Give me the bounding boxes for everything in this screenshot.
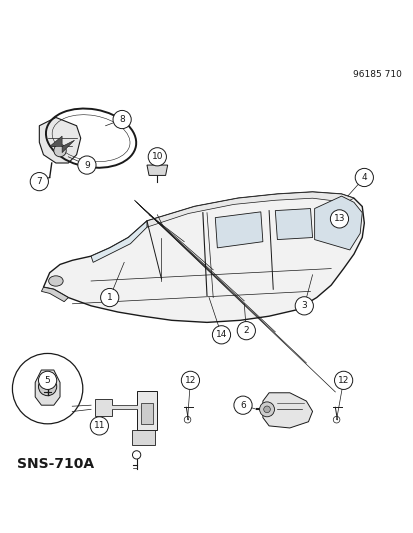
Circle shape [233, 396, 252, 414]
Polygon shape [50, 136, 74, 152]
Polygon shape [147, 165, 167, 175]
Text: 10: 10 [151, 152, 163, 161]
Text: 4: 4 [361, 173, 366, 182]
Polygon shape [136, 391, 157, 430]
Text: 1: 1 [107, 293, 112, 302]
Text: 14: 14 [215, 330, 227, 340]
Circle shape [90, 417, 108, 435]
Circle shape [38, 372, 57, 390]
Circle shape [78, 156, 96, 174]
Circle shape [334, 372, 352, 390]
Text: 7: 7 [36, 177, 42, 186]
Text: SNS-710A: SNS-710A [17, 457, 93, 471]
Polygon shape [39, 117, 81, 163]
Polygon shape [91, 221, 147, 262]
Circle shape [259, 402, 274, 417]
Circle shape [354, 168, 373, 187]
Circle shape [263, 406, 270, 413]
Polygon shape [95, 399, 112, 416]
Polygon shape [41, 287, 68, 302]
Polygon shape [147, 192, 353, 227]
Text: 9: 9 [84, 160, 90, 169]
Circle shape [100, 288, 119, 306]
Text: 12: 12 [184, 376, 196, 385]
Circle shape [148, 148, 166, 166]
Polygon shape [275, 208, 312, 240]
Text: 2: 2 [243, 326, 249, 335]
Circle shape [113, 110, 131, 128]
Polygon shape [215, 212, 262, 248]
Polygon shape [35, 370, 60, 405]
Circle shape [330, 210, 348, 228]
Polygon shape [140, 403, 153, 424]
Text: 13: 13 [333, 214, 344, 223]
Text: 3: 3 [301, 301, 306, 310]
Text: 12: 12 [337, 376, 349, 385]
Circle shape [12, 353, 83, 424]
Circle shape [38, 377, 57, 395]
Polygon shape [262, 393, 312, 428]
Circle shape [181, 372, 199, 390]
Circle shape [30, 173, 48, 191]
Circle shape [54, 144, 66, 157]
Polygon shape [314, 196, 361, 250]
Polygon shape [43, 192, 363, 322]
Text: 8: 8 [119, 115, 125, 124]
Polygon shape [132, 430, 155, 445]
Text: 11: 11 [93, 422, 105, 430]
Text: 6: 6 [240, 401, 245, 410]
Text: 96185 710: 96185 710 [352, 70, 401, 79]
Circle shape [237, 321, 255, 340]
Circle shape [294, 297, 313, 315]
Text: 5: 5 [45, 376, 50, 385]
Circle shape [212, 326, 230, 344]
Ellipse shape [49, 276, 63, 286]
